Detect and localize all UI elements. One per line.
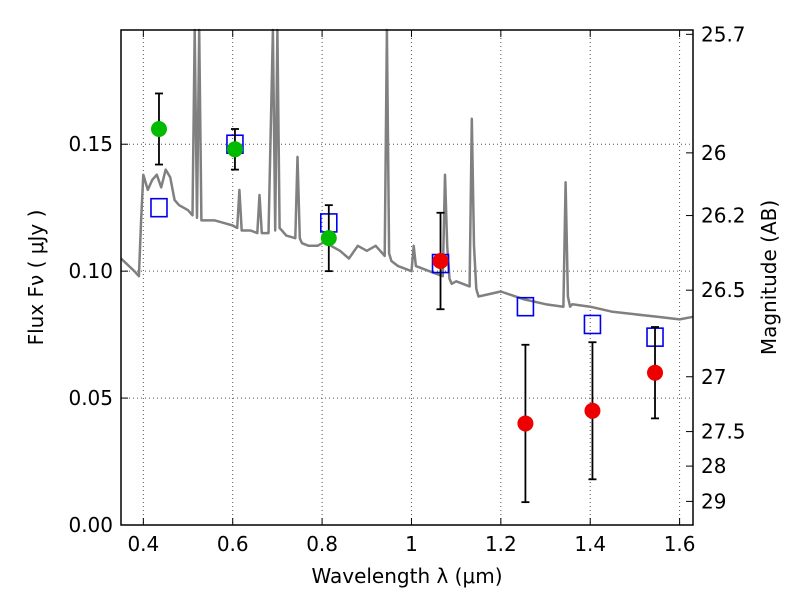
x-tick-label: 1.4 bbox=[574, 532, 606, 556]
photometry-point bbox=[432, 253, 449, 269]
right-tick-label: 27.5 bbox=[701, 420, 746, 444]
axis-ticks: 0.4 0.6 0.8 1 1.2 1.4 1.6 0.00 0.05 0.10 0.15 25.7 2… bbox=[68, 22, 745, 556]
grid-lines bbox=[121, 30, 693, 526]
right-tick-label: 25.7 bbox=[701, 22, 746, 46]
y-tick-label: 0.10 bbox=[68, 259, 113, 283]
photometry-point bbox=[150, 121, 167, 137]
y-tick-label: 0.05 bbox=[68, 386, 113, 410]
photometry-point bbox=[226, 141, 243, 158]
photometry-point bbox=[320, 230, 337, 247]
model-flux-square bbox=[516, 296, 535, 317]
y-tick-label: 0.00 bbox=[68, 513, 113, 537]
x-tick-label: 1.2 bbox=[485, 532, 517, 556]
x-tick-label: 1 bbox=[405, 532, 418, 556]
markers bbox=[150, 92, 664, 504]
photometry-point bbox=[517, 415, 534, 432]
x-tick-label: 1.6 bbox=[664, 532, 696, 556]
plot-frame bbox=[120, 29, 694, 526]
photometry-point bbox=[584, 402, 601, 419]
x-axis-title: Wavelength λ (μm) bbox=[311, 564, 502, 588]
right-tick-label: 27 bbox=[701, 365, 726, 389]
spectrum-series bbox=[120, 28, 694, 321]
x-tick-label: 0.6 bbox=[217, 532, 249, 556]
spectrum-line bbox=[120, 28, 694, 321]
right-tick-label: 26.2 bbox=[701, 204, 746, 228]
model-flux-square bbox=[150, 197, 168, 218]
x-tick-label: 0.8 bbox=[306, 532, 338, 556]
right-axis-title: Magnitude (AB) bbox=[757, 200, 781, 355]
x-tick-label: 0.4 bbox=[127, 532, 159, 556]
right-tick-label: 26 bbox=[701, 141, 726, 165]
right-tick-label: 28 bbox=[701, 454, 726, 478]
right-tick-label: 29 bbox=[701, 489, 726, 513]
photometry-point bbox=[647, 364, 664, 381]
y-axis-title: Flux Fν ( μJy ) bbox=[24, 210, 48, 346]
right-tick-label: 26.5 bbox=[701, 278, 746, 302]
model-flux-square bbox=[583, 314, 602, 335]
y-tick-label: 0.15 bbox=[68, 132, 113, 156]
